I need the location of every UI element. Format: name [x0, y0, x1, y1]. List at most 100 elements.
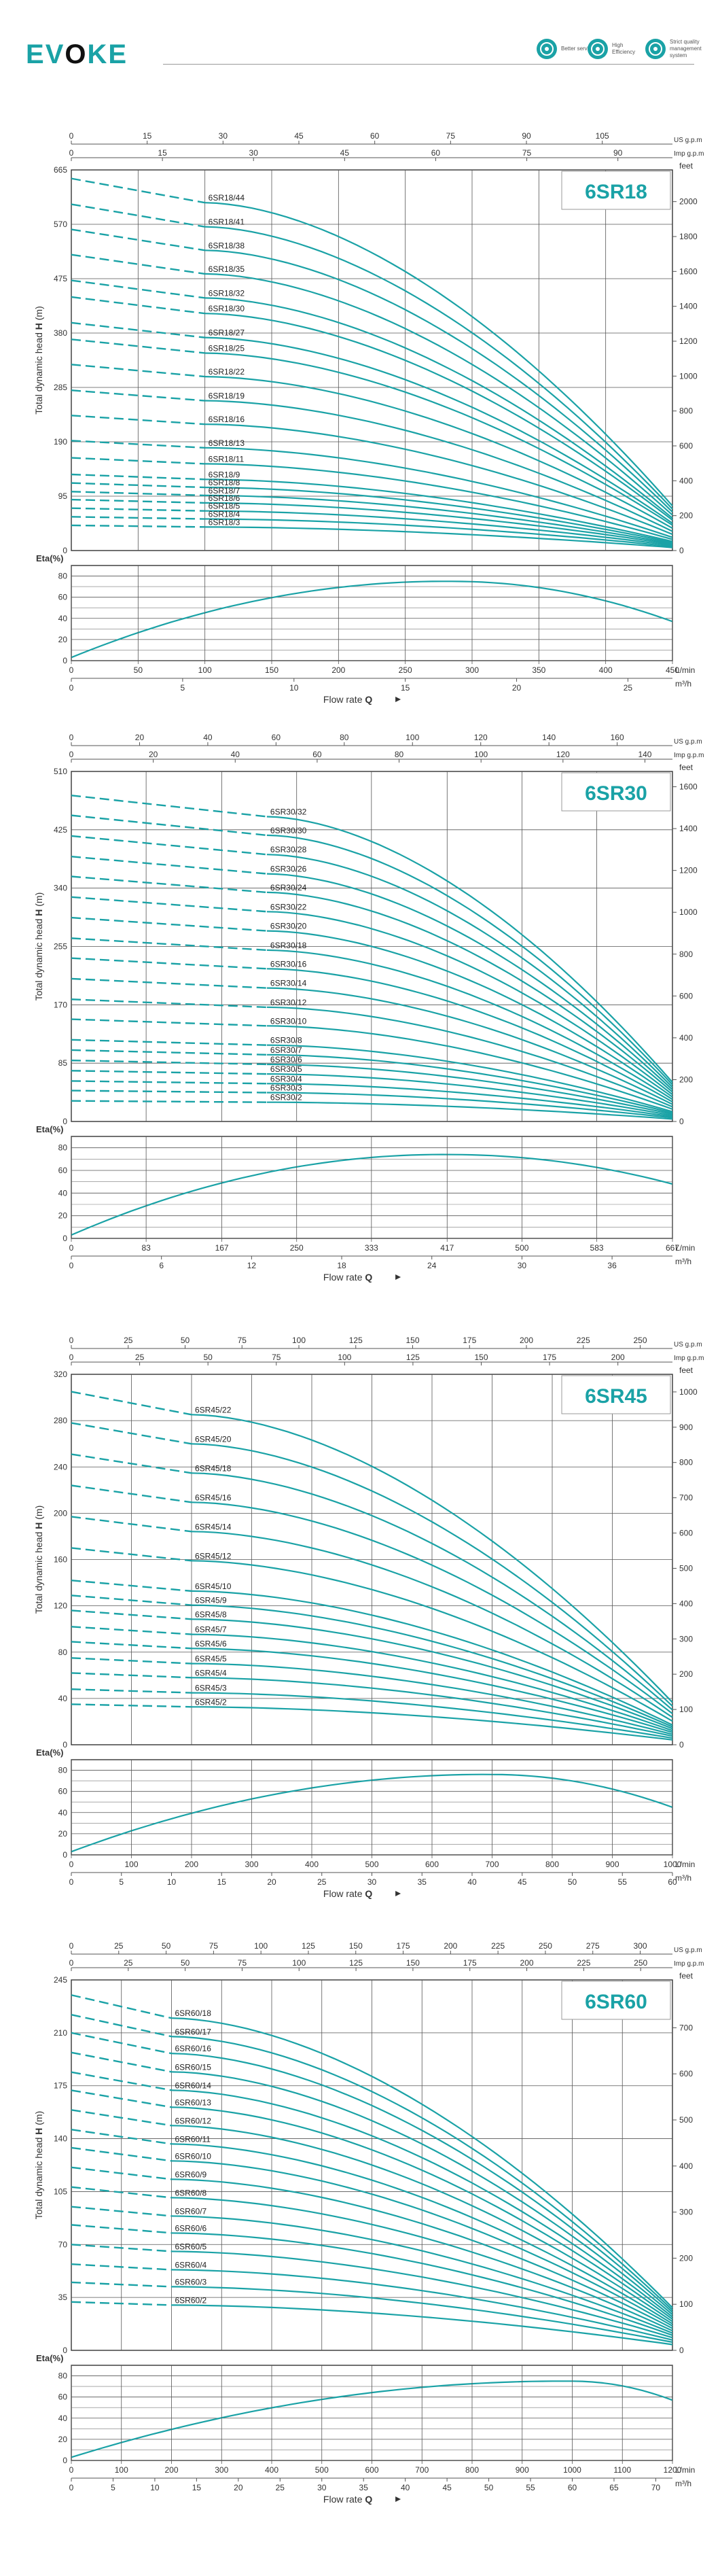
model-title-box [561, 1981, 671, 2020]
top-axis-tick-label: 160 [611, 733, 624, 742]
top-axis-tick-label: 20 [149, 750, 158, 759]
top-axis-tick-label: 200 [611, 1353, 625, 1362]
feet-tick-label: 1600 [679, 782, 698, 792]
feet-tick-label: 1200 [679, 866, 698, 875]
curve-line [191, 1633, 673, 1732]
top-axis-tick-label: 25 [124, 1336, 133, 1345]
curve-label: 6SR18/11 [209, 454, 245, 464]
top-axis-tick-label: 15 [143, 131, 152, 141]
top-axis-unit: US g.p.m [674, 1947, 702, 1954]
m3h-tick-label: 50 [484, 2483, 494, 2492]
curve-dashed-segment [71, 2013, 172, 2038]
curve-line [204, 376, 673, 529]
curve-label: 6SR60/15 [175, 2062, 212, 2072]
header-divider [163, 64, 694, 65]
curve-line [266, 968, 673, 1103]
curve-line [266, 987, 673, 1105]
lmin-tick-label: 500 [365, 1860, 378, 1869]
settings-icon [645, 39, 666, 59]
feet-tick-label: 100 [679, 2299, 693, 2309]
feet-tick-label: 600 [679, 2069, 693, 2078]
curve-label: 6SR30/7 [270, 1045, 302, 1055]
head-axis-label-unit: (m) [33, 306, 44, 320]
curve-line [191, 1472, 673, 1711]
lmin-tick-label: 600 [365, 2465, 378, 2475]
lmin-tick-label: 417 [440, 1243, 454, 1253]
head-tick-label: 285 [54, 383, 67, 392]
flow-axis-label: Flow rate Q [323, 694, 372, 705]
leaf-icon [588, 39, 608, 59]
feet-tick-label: 700 [679, 1493, 693, 1503]
curve-dashed-segment [71, 1657, 192, 1665]
curve-line [171, 2160, 673, 2327]
m3h-tick-label: 25 [317, 1877, 327, 1887]
top-axis-tick-label: 125 [349, 1958, 363, 1968]
top-axis-tick-label: 20 [135, 733, 145, 742]
curve-label: 6SR30/3 [270, 1083, 302, 1093]
top-axis-tick-label: 90 [613, 148, 623, 158]
eta-tick-label: 0 [62, 1234, 67, 1243]
curve-dashed-segment [71, 1626, 192, 1635]
eta-tick-label: 80 [58, 1143, 68, 1153]
curve-line [266, 834, 673, 1085]
curve-line [266, 873, 673, 1091]
curve-line [191, 1618, 673, 1730]
curve-line [191, 1531, 673, 1718]
lmin-tick-label: 50 [134, 665, 143, 675]
curve-label: 6SR30/2 [270, 1093, 302, 1102]
lmin-tick-label: 100 [124, 1860, 138, 1869]
curve-line [266, 1101, 673, 1120]
head-tick-label: 0 [62, 1740, 67, 1750]
curve-line [204, 423, 673, 536]
top-axis-tick-label: 40 [203, 733, 213, 742]
curve-line [204, 502, 673, 546]
flow-arrow-icon [395, 1274, 401, 1280]
eta-tick-label: 0 [62, 656, 67, 665]
curve-line [191, 1677, 673, 1737]
curve-dashed-segment [71, 2301, 172, 2306]
curve-dashed-segment [71, 1595, 192, 1606]
curve-label: 6SR45/22 [195, 1405, 232, 1414]
top-axis-tick-label: 120 [556, 750, 570, 759]
m3h-tick-label: 10 [289, 683, 299, 693]
head-axis-label: Total dynamic head H (m) [33, 2111, 44, 2220]
head-tick-label: 70 [58, 2240, 68, 2249]
feet-tick-label: 1200 [679, 336, 698, 346]
curve-dashed-segment [71, 415, 205, 425]
eta-tick-label: 40 [58, 1188, 68, 1198]
model-title: 6SR30 [585, 782, 647, 805]
top-axis-tick-label: 60 [431, 148, 441, 158]
curve-label: 6SR30/10 [270, 1016, 307, 1026]
curve-label: 6SR18/5 [209, 502, 240, 511]
page-header: EVOKE Better service High Efficiency Stric… [0, 0, 720, 75]
head-tick-label: 570 [54, 220, 67, 229]
m3h-tick-label: 30 [317, 2483, 327, 2492]
top-axis-tick-label: 200 [520, 1336, 533, 1345]
curve-dashed-segment [71, 1453, 192, 1474]
curve-dashed-segment [71, 2129, 172, 2145]
lmin-tick-label: 300 [465, 665, 479, 675]
head-tick-label: 0 [62, 546, 67, 555]
m3h-tick-label: 60 [568, 2483, 577, 2492]
top-axis-tick-label: 140 [542, 733, 556, 742]
head-axis-label-symbol: H [33, 320, 44, 330]
lmin-tick-label: 700 [485, 1860, 499, 1869]
curve-line [204, 400, 673, 532]
eta-tick-label: 60 [58, 1787, 68, 1796]
curve-label: 6SR45/7 [195, 1625, 227, 1635]
eta-tick-label: 60 [58, 1166, 68, 1175]
curve-label: 6SR18/25 [209, 343, 245, 353]
eta-tick-label: 80 [58, 2371, 68, 2381]
top-axis-tick-label: 300 [634, 1941, 647, 1951]
m3h-tick-label: 18 [337, 1261, 346, 1270]
curve-line [191, 1663, 673, 1735]
lmin-tick-label: 700 [415, 2465, 429, 2475]
curve-line [171, 2269, 673, 2341]
feet-tick-label: 400 [679, 1033, 693, 1043]
head-tick-label: 320 [54, 1370, 67, 1379]
feet-tick-label: 1400 [679, 824, 698, 833]
curve-line [191, 1443, 673, 1707]
m3h-tick-label: 10 [167, 1877, 177, 1887]
top-axis-tick-label: 75 [209, 1941, 219, 1951]
top-axis-tick-label: 100 [338, 1353, 351, 1362]
